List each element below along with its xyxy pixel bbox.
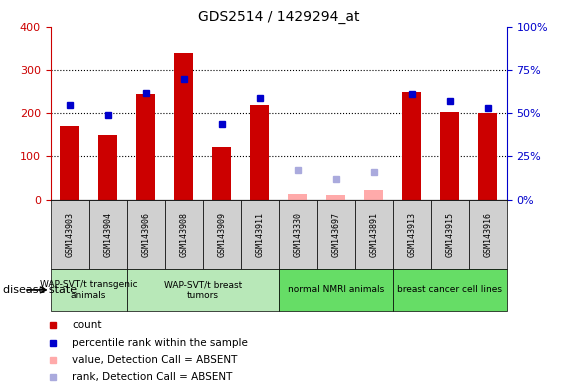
Text: breast cancer cell lines: breast cancer cell lines bbox=[397, 285, 502, 295]
Text: percentile rank within the sample: percentile rank within the sample bbox=[72, 338, 248, 348]
Bar bbox=[288, 195, 307, 200]
Bar bbox=[136, 94, 155, 200]
Bar bbox=[478, 113, 497, 200]
Bar bbox=[174, 53, 193, 200]
Bar bbox=[393, 200, 431, 269]
Bar bbox=[468, 200, 507, 269]
Text: GSM143330: GSM143330 bbox=[293, 212, 302, 257]
Bar bbox=[203, 200, 241, 269]
Bar bbox=[316, 200, 355, 269]
Bar bbox=[88, 200, 127, 269]
Bar bbox=[241, 200, 279, 269]
Text: GSM143908: GSM143908 bbox=[179, 212, 188, 257]
Text: GSM143906: GSM143906 bbox=[141, 212, 150, 257]
Bar bbox=[279, 200, 316, 269]
Bar bbox=[212, 147, 231, 200]
Text: GSM143913: GSM143913 bbox=[407, 212, 416, 257]
Text: WAP-SVT/t breast
tumors: WAP-SVT/t breast tumors bbox=[164, 280, 242, 300]
Text: count: count bbox=[72, 320, 101, 330]
Bar bbox=[51, 269, 127, 311]
Text: normal NMRI animals: normal NMRI animals bbox=[288, 285, 384, 295]
Title: GDS2514 / 1429294_at: GDS2514 / 1429294_at bbox=[198, 10, 359, 25]
Bar bbox=[402, 92, 421, 200]
Bar bbox=[250, 104, 269, 200]
Text: WAP-SVT/t transgenic
animals: WAP-SVT/t transgenic animals bbox=[40, 280, 137, 300]
Text: GSM143891: GSM143891 bbox=[369, 212, 378, 257]
Bar bbox=[164, 200, 203, 269]
Text: GSM143697: GSM143697 bbox=[331, 212, 340, 257]
Text: rank, Detection Call = ABSENT: rank, Detection Call = ABSENT bbox=[72, 372, 233, 382]
Bar bbox=[326, 195, 345, 200]
Bar bbox=[127, 269, 279, 311]
Text: GSM143909: GSM143909 bbox=[217, 212, 226, 257]
Text: disease state: disease state bbox=[3, 285, 77, 295]
Bar bbox=[393, 269, 507, 311]
Bar bbox=[355, 200, 392, 269]
Bar bbox=[364, 190, 383, 200]
Bar bbox=[51, 200, 88, 269]
Text: value, Detection Call = ABSENT: value, Detection Call = ABSENT bbox=[72, 355, 238, 365]
Text: GSM143915: GSM143915 bbox=[445, 212, 454, 257]
Bar bbox=[440, 113, 459, 200]
Text: GSM143911: GSM143911 bbox=[255, 212, 264, 257]
Bar bbox=[60, 126, 79, 200]
Bar bbox=[431, 200, 468, 269]
Bar bbox=[127, 200, 164, 269]
Bar bbox=[279, 269, 392, 311]
Text: GSM143916: GSM143916 bbox=[483, 212, 492, 257]
Text: GSM143904: GSM143904 bbox=[103, 212, 112, 257]
Bar bbox=[98, 135, 117, 200]
Text: GSM143903: GSM143903 bbox=[65, 212, 74, 257]
